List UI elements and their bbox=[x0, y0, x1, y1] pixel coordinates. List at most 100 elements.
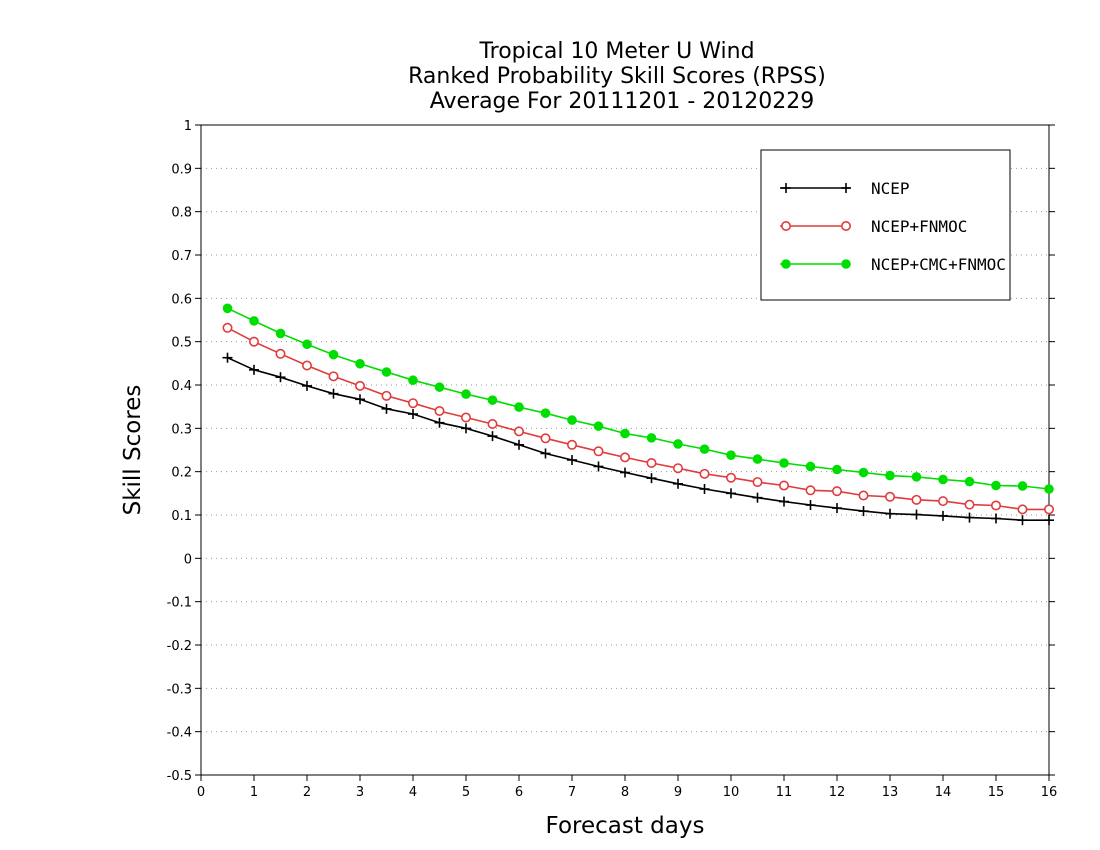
x-tick-label: 10 bbox=[723, 785, 740, 800]
point-marker bbox=[752, 477, 763, 488]
point-marker bbox=[408, 409, 418, 420]
y-tick-label: 0.4 bbox=[171, 379, 192, 394]
point-marker bbox=[1017, 481, 1028, 491]
point-marker bbox=[805, 500, 816, 511]
y-tick-label: 0.8 bbox=[171, 206, 192, 221]
y-tick-label: -0.5 bbox=[167, 769, 192, 784]
x-axis-ticks: 0 1 2 3 4 5 6 7 8 9 10 11 12 13 14 15 16 bbox=[197, 775, 1057, 800]
point-marker bbox=[779, 458, 789, 468]
point-marker bbox=[275, 328, 286, 339]
point-marker bbox=[514, 402, 524, 412]
title-line-1: Tropical 10 Meter U Wind bbox=[478, 39, 754, 64]
point-marker bbox=[911, 509, 922, 520]
point-marker bbox=[726, 450, 736, 461]
legend-item: NCEP+FNMOC bbox=[780, 217, 967, 236]
x-tick-label: 15 bbox=[988, 785, 1005, 800]
point-marker bbox=[302, 339, 312, 350]
point-marker bbox=[964, 476, 975, 487]
series-ncep-fnmoc bbox=[222, 322, 1055, 515]
y-tick-label: 0.7 bbox=[171, 249, 192, 264]
series-line bbox=[227, 307, 1050, 490]
y-axis-label: Skill Scores bbox=[120, 385, 146, 516]
point-marker bbox=[672, 463, 683, 474]
y-tick-label: -0.2 bbox=[167, 639, 192, 654]
point-marker bbox=[725, 472, 736, 483]
point-marker bbox=[249, 364, 259, 375]
point-marker bbox=[1044, 484, 1054, 494]
point-marker bbox=[540, 448, 551, 459]
point-marker bbox=[911, 472, 922, 482]
point-marker bbox=[964, 512, 975, 523]
y-tick-label: -0.3 bbox=[167, 682, 192, 697]
point-marker bbox=[911, 494, 922, 505]
point-marker bbox=[1017, 504, 1028, 515]
point-marker bbox=[780, 221, 791, 232]
point-marker bbox=[991, 513, 1001, 524]
point-marker bbox=[461, 423, 471, 434]
point-marker bbox=[275, 372, 286, 383]
series-line bbox=[227, 327, 1049, 511]
point-marker bbox=[222, 303, 233, 314]
point-marker bbox=[938, 474, 948, 485]
point-marker bbox=[1044, 504, 1055, 515]
point-marker bbox=[408, 375, 418, 386]
x-tick-label: 6 bbox=[515, 785, 523, 800]
x-tick-label: 8 bbox=[621, 785, 629, 800]
point-marker bbox=[567, 415, 577, 425]
point-marker bbox=[513, 426, 524, 437]
point-marker bbox=[620, 428, 630, 439]
point-marker bbox=[805, 461, 816, 472]
legend-label: NCEP+FNMOC bbox=[871, 217, 967, 236]
point-marker bbox=[593, 421, 604, 431]
legend-item: NCEP bbox=[780, 179, 910, 198]
point-marker bbox=[301, 360, 312, 371]
y-tick-label: 0.5 bbox=[171, 336, 192, 351]
point-marker bbox=[434, 405, 445, 416]
y-tick-label: 0.2 bbox=[171, 466, 192, 481]
y-tick-label: -0.1 bbox=[167, 596, 192, 611]
point-marker bbox=[832, 503, 842, 514]
x-tick-label: 12 bbox=[829, 785, 846, 800]
y-tick-label: 0.9 bbox=[171, 162, 192, 177]
point-marker bbox=[620, 467, 630, 478]
legend-label: NCEP bbox=[871, 179, 910, 198]
point-marker bbox=[354, 380, 365, 391]
x-tick-label: 5 bbox=[462, 785, 470, 800]
point-marker bbox=[779, 496, 789, 507]
point-marker bbox=[566, 439, 577, 450]
point-marker bbox=[460, 412, 471, 423]
point-marker bbox=[487, 418, 498, 429]
x-axis-label: Forecast days bbox=[546, 813, 705, 839]
point-marker bbox=[434, 417, 445, 428]
point-marker bbox=[355, 394, 365, 405]
series-ncep bbox=[222, 352, 1054, 526]
legend: NCEP NCEP+FNMOC NCEP+CMC+FNMOC bbox=[760, 149, 1011, 301]
point-marker bbox=[275, 348, 286, 359]
point-marker bbox=[726, 488, 736, 499]
point-marker bbox=[964, 499, 975, 510]
point-marker bbox=[646, 473, 657, 484]
point-marker bbox=[752, 492, 763, 503]
point-marker bbox=[487, 431, 498, 442]
point-marker bbox=[302, 380, 312, 391]
point-marker bbox=[619, 452, 630, 463]
point-marker bbox=[832, 464, 842, 475]
point-marker bbox=[567, 454, 577, 465]
x-tick-label: 1 bbox=[250, 785, 258, 800]
x-tick-label: 14 bbox=[935, 785, 952, 800]
point-marker bbox=[328, 371, 339, 382]
x-tick-label: 3 bbox=[356, 785, 364, 800]
point-marker bbox=[673, 439, 683, 449]
point-marker bbox=[778, 480, 789, 491]
point-marker bbox=[381, 403, 392, 414]
title-line-3: Average For 20111201 - 20120229 bbox=[430, 89, 815, 114]
legend-items: NCEP NCEP+FNMOC NCEP+CMC+FNMOC bbox=[780, 179, 1006, 274]
point-marker bbox=[699, 444, 710, 454]
point-marker bbox=[991, 480, 1001, 491]
point-marker bbox=[831, 486, 842, 497]
point-marker bbox=[487, 395, 498, 405]
point-marker bbox=[885, 508, 895, 519]
point-marker bbox=[461, 389, 471, 399]
y-tick-label: 0 bbox=[184, 552, 192, 567]
point-marker bbox=[990, 500, 1001, 511]
